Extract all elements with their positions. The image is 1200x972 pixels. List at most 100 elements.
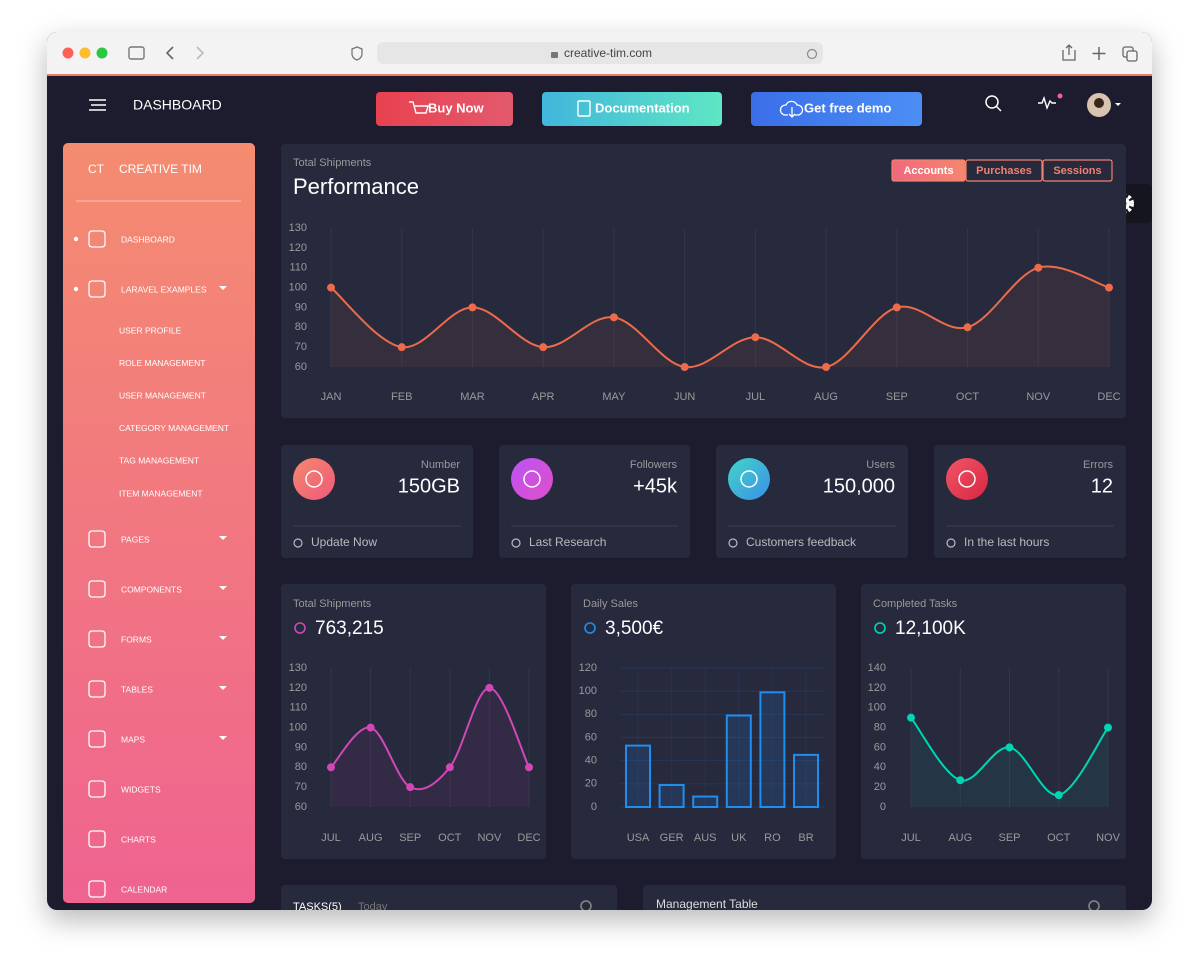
stat-value: 12 xyxy=(1091,475,1113,497)
stat-footer[interactable]: Customers feedback xyxy=(746,535,857,549)
point xyxy=(680,363,689,371)
sidebar xyxy=(63,143,255,903)
stat-footer[interactable]: In the last hours xyxy=(964,535,1049,549)
shield-icon[interactable] xyxy=(351,46,363,61)
back-button[interactable] xyxy=(165,46,174,60)
menu-item[interactable]: WIDGETS xyxy=(121,784,161,794)
logo-mini[interactable]: CT xyxy=(88,162,105,176)
y-tick-label: 90 xyxy=(295,301,307,313)
y-tick-label: 130 xyxy=(289,222,307,234)
logo-text[interactable]: CREATIVE TIM xyxy=(119,162,202,176)
stat-footer[interactable]: Last Research xyxy=(529,535,606,549)
card-subtitle: Total Shipments xyxy=(293,157,372,169)
tab-label[interactable]: Sessions xyxy=(1053,165,1101,177)
button-label[interactable]: Documentation xyxy=(595,100,690,115)
point xyxy=(539,343,548,352)
y-tick-label: 20 xyxy=(585,778,597,790)
stat-footer-icon xyxy=(728,538,738,548)
x-tick-label: APR xyxy=(532,391,555,403)
x-tick-label: AUG xyxy=(948,832,972,844)
point xyxy=(406,783,415,792)
menu-icon xyxy=(88,780,106,798)
notifications-button[interactable] xyxy=(1038,95,1056,111)
y-tick-label: 60 xyxy=(874,741,886,753)
menu-item[interactable]: COMPONENTS xyxy=(121,584,182,594)
y-tick-label: 120 xyxy=(289,242,307,254)
avatar-face xyxy=(1094,98,1104,108)
sidebar-toggle[interactable] xyxy=(128,46,145,60)
tab[interactable] xyxy=(1042,159,1113,182)
bar xyxy=(658,783,685,808)
bar xyxy=(793,753,819,808)
menu-item[interactable]: PAGES xyxy=(121,534,150,544)
point xyxy=(822,363,831,371)
x-tick-label: SEP xyxy=(399,832,421,844)
tab[interactable] xyxy=(891,159,966,182)
stat-value: 150GB xyxy=(398,475,460,497)
tasks-tab[interactable]: Today xyxy=(358,901,388,913)
y-tick-label: 40 xyxy=(874,761,886,773)
card-icon xyxy=(874,622,886,634)
menu-icon xyxy=(88,830,106,848)
tab-label[interactable]: Purchases xyxy=(976,165,1032,177)
management-title: Management Table xyxy=(656,897,758,911)
submenu-item[interactable]: CATEGORY MANAGEMENT xyxy=(119,423,229,433)
menu-toggle[interactable] xyxy=(89,99,106,111)
menu-icon xyxy=(88,730,106,748)
stat-icon-glyph xyxy=(305,470,323,488)
tasks-card xyxy=(281,885,617,910)
y-tick-label: 140 xyxy=(868,662,886,674)
stats-row: Number 150GB Update Now Followers +45k Last R… xyxy=(281,445,1126,558)
buy-now-button[interactable] xyxy=(376,92,513,126)
submenu-item[interactable]: USER MANAGEMENT xyxy=(119,390,206,400)
y-tick-label: 120 xyxy=(289,682,307,694)
navbar-title[interactable]: DASHBOARD xyxy=(133,97,222,113)
window-content: creative-tim.com DASHBOARD Buy Now Docum… xyxy=(47,32,1152,913)
cart-icon xyxy=(409,101,429,114)
close-button[interactable] xyxy=(62,47,74,59)
stat-icon xyxy=(728,458,770,500)
point xyxy=(1034,263,1043,272)
chart-card xyxy=(571,584,836,859)
minimize-button[interactable] xyxy=(79,47,91,59)
submenu-item[interactable]: TAG MANAGEMENT xyxy=(119,456,199,466)
submenu-item[interactable]: ROLE MANAGEMENT xyxy=(119,358,205,368)
menu-item[interactable]: CHARTS xyxy=(121,834,156,844)
new-tab-button[interactable] xyxy=(1092,47,1106,60)
tab[interactable] xyxy=(965,159,1043,182)
card-icon xyxy=(294,622,306,634)
menu-item[interactable]: MAPS xyxy=(121,734,145,744)
y-tick-label: 110 xyxy=(289,262,307,274)
button-label[interactable]: Buy Now xyxy=(428,100,485,115)
x-tick-label: JUL xyxy=(321,832,341,844)
stat-icon xyxy=(511,458,553,500)
chart-card xyxy=(861,584,1126,859)
y-tick-label: 120 xyxy=(868,682,886,694)
share-button[interactable] xyxy=(1062,44,1076,61)
forward-button[interactable] xyxy=(196,46,205,60)
performance-card xyxy=(281,144,1126,418)
menu-item[interactable]: FORMS xyxy=(121,634,152,644)
free-demo-button[interactable] xyxy=(751,92,922,126)
zoom-button[interactable] xyxy=(96,47,108,59)
menu-item[interactable]: DASHBOARD xyxy=(121,234,175,244)
x-tick-label: AUS xyxy=(694,832,717,844)
menu-item[interactable]: TABLES xyxy=(121,684,153,694)
card-subtitle: Daily Sales xyxy=(583,598,639,610)
point xyxy=(445,763,454,772)
point xyxy=(1104,723,1112,732)
menu-item[interactable]: LARAVEL EXAMPLES xyxy=(121,284,207,294)
submenu-item[interactable]: ITEM MANAGEMENT xyxy=(119,488,203,498)
stat-footer[interactable]: Update Now xyxy=(311,535,377,549)
button-label[interactable]: Get free demo xyxy=(804,100,891,115)
tab-label[interactable]: Accounts xyxy=(903,165,953,177)
bar xyxy=(692,795,719,809)
submenu-item[interactable]: USER PROFILE xyxy=(119,325,182,335)
search-button[interactable] xyxy=(985,95,999,109)
reload-button[interactable] xyxy=(806,48,818,60)
menu-item[interactable]: CALENDAR xyxy=(121,884,167,894)
address-bar[interactable] xyxy=(377,42,823,64)
management-settings[interactable] xyxy=(1088,900,1100,911)
active-dot xyxy=(73,236,79,242)
tasks-settings[interactable] xyxy=(580,900,592,911)
